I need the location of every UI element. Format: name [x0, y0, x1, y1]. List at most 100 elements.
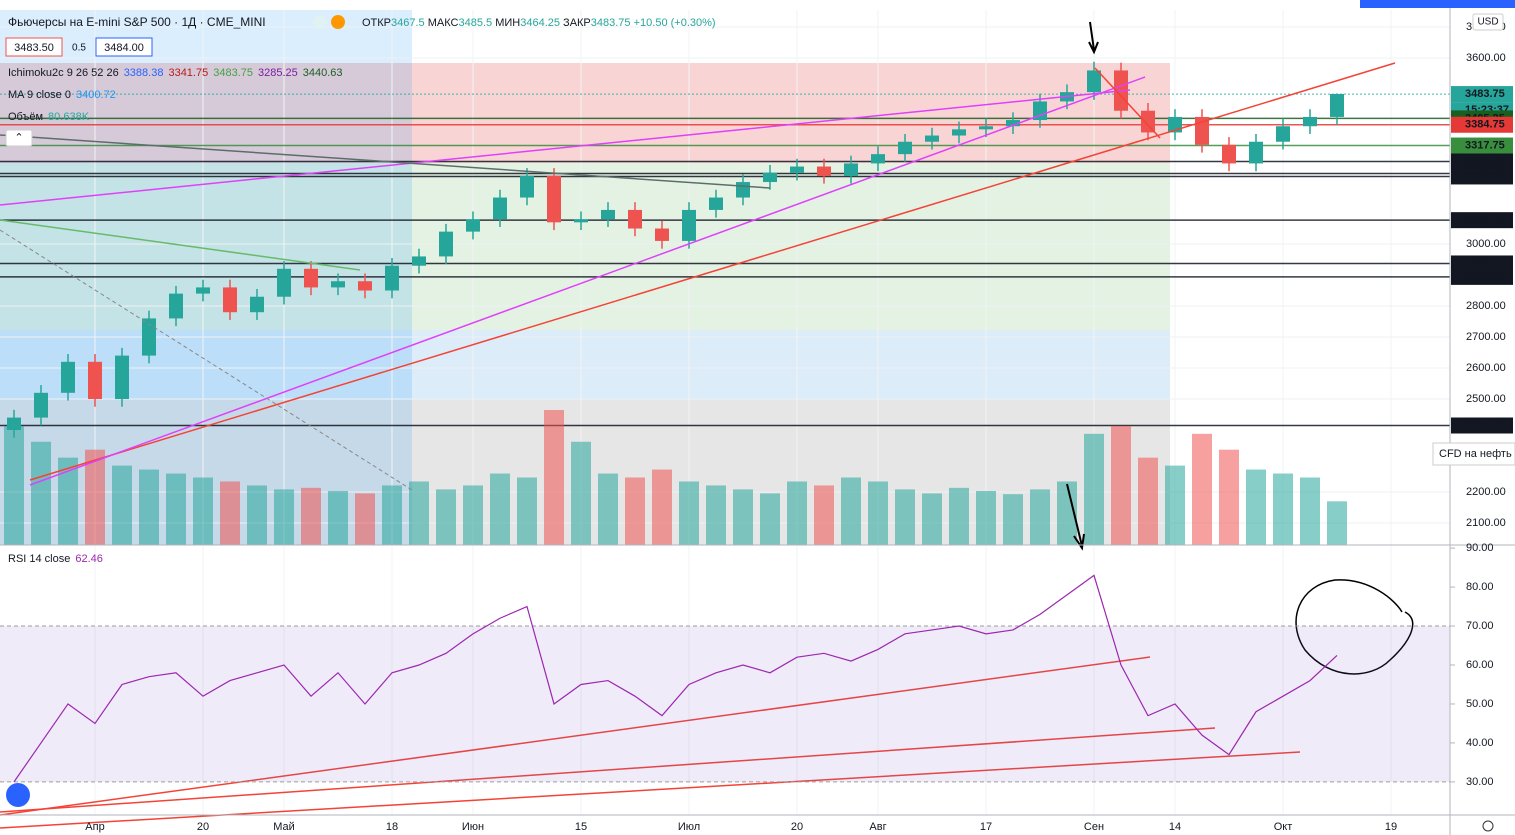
zone — [0, 63, 1170, 163]
volume-bar — [598, 473, 618, 545]
rsi-tick-label: 30.00 — [1466, 776, 1494, 788]
indicator-name: MA 9 close 0 — [8, 89, 71, 101]
indicator-legend: MA 9 close 0 3400.72 — [8, 89, 116, 101]
x-tick-label: Окт — [1274, 821, 1293, 833]
candle-body — [1276, 126, 1290, 142]
status-dot — [313, 15, 327, 29]
candle-body — [1195, 116, 1209, 145]
ohlc-label: МАКС — [428, 17, 459, 29]
spread: 0.5 — [72, 43, 86, 54]
rsi-line — [13, 574, 1338, 783]
candle-body — [736, 182, 750, 198]
candle-body — [655, 228, 669, 241]
level-badge — [1451, 168, 1513, 185]
candle-body — [1033, 101, 1047, 121]
candle-body — [898, 141, 912, 155]
rsi-tick-label: 90.00 — [1466, 542, 1494, 554]
x-tick-label: 20 — [197, 821, 209, 833]
candle-body — [763, 172, 777, 183]
candle-body — [250, 296, 264, 313]
collapse-icon: ⌃ — [14, 132, 23, 144]
indicator-name: Объём — [8, 111, 43, 123]
x-tick-label: Июн — [462, 821, 484, 833]
rsi-tick-label: 50.00 — [1466, 698, 1494, 710]
volume-bar — [868, 481, 888, 545]
indicator-value: 80.638K — [48, 111, 90, 123]
candle-body — [88, 361, 102, 400]
volume-bar — [976, 491, 996, 545]
indicator-value: 3483.75 — [213, 67, 253, 79]
candle-body — [1249, 141, 1263, 164]
zone — [0, 330, 1170, 400]
x-tick-label: 14 — [1169, 821, 1181, 833]
candle-body — [412, 256, 426, 266]
candle-body — [223, 287, 237, 313]
ohlc-label: МИН — [495, 17, 520, 29]
ohlc-value: 3483.75 — [591, 17, 631, 29]
volume-bar — [274, 489, 294, 545]
candle-body — [601, 209, 615, 220]
currency: USD — [1477, 17, 1498, 28]
volume-bar — [247, 485, 267, 545]
bid-box[interactable] — [5, 37, 63, 57]
candle-body — [304, 268, 318, 288]
volume-bar — [1030, 489, 1050, 545]
x-tick-label: 19 — [1385, 821, 1397, 833]
ask-box[interactable] — [95, 37, 153, 57]
candle-body — [115, 355, 129, 400]
candle-body — [1222, 144, 1236, 164]
header: Фьючерсы на E-mini S&P 500 · 1Д · CME_MI… — [5, 15, 716, 147]
currency-box[interactable] — [1472, 13, 1504, 31]
level-label: 3483.75 — [1465, 88, 1505, 100]
candle-body — [1330, 94, 1344, 117]
y-tick-label: 2800.00 — [1466, 300, 1506, 312]
volume-bar — [382, 485, 402, 545]
volume-bar — [463, 485, 483, 545]
rsi-name: RSI 14 close — [8, 553, 70, 565]
hand-drawn-circle — [1295, 579, 1414, 675]
y-tick-label: 2700.00 — [1466, 331, 1506, 343]
candle-body — [1087, 70, 1101, 93]
y-tick-label: 3000.00 — [1466, 238, 1506, 250]
ohlc-label: ЗАКР — [563, 17, 591, 29]
level-badge — [1451, 212, 1513, 229]
ohlc-label: ОТКР — [362, 17, 391, 29]
indicator-value: 3341.75 — [168, 67, 208, 79]
candle-body — [34, 392, 48, 418]
volume-bar — [301, 487, 321, 545]
rsi-tick-label: 40.00 — [1466, 737, 1494, 749]
volume-bar — [787, 481, 807, 545]
trend-line — [29, 76, 1146, 486]
volume-bar — [1165, 465, 1185, 545]
level-badge — [1451, 268, 1513, 285]
indicator-value: 3400.72 — [76, 89, 116, 101]
volume-bar — [409, 481, 429, 545]
level-label: 3317.75 — [1465, 139, 1505, 151]
candle-body — [574, 219, 588, 223]
x-tick-label: 18 — [386, 821, 398, 833]
candle-body — [925, 135, 939, 142]
indicator-legend: Объём 80.638K — [8, 111, 90, 123]
y-tick-label: 2600.00 — [1466, 362, 1506, 374]
volume-bar — [220, 481, 240, 545]
candle-body — [709, 197, 723, 210]
settings-icon[interactable] — [1482, 820, 1494, 832]
tooltip-text: CFD на нефть — [1439, 448, 1512, 460]
x-tick-label: Авг — [869, 821, 886, 833]
collapse-button[interactable] — [5, 129, 33, 147]
ohlc: ОТКР3467.5 МАКС3485.5 МИН3464.25 ЗАКР348… — [362, 17, 716, 29]
trend-line — [0, 134, 771, 189]
volume — [4, 410, 1347, 545]
volume-bar — [895, 489, 915, 545]
volume-bar — [166, 473, 186, 545]
logo[interactable] — [6, 783, 30, 807]
candle-body — [196, 287, 210, 294]
indicator-legend: Ichimoku2c 9 26 52 26 3388.38 3341.75 3483.… — [8, 67, 343, 79]
ohlc-change: +10.50 (+0.30%) — [634, 17, 716, 29]
candle-body — [493, 197, 507, 220]
candle-body — [358, 281, 372, 291]
x-tick-label: 20 — [791, 821, 803, 833]
rsi-tick-label: 60.00 — [1466, 659, 1494, 671]
